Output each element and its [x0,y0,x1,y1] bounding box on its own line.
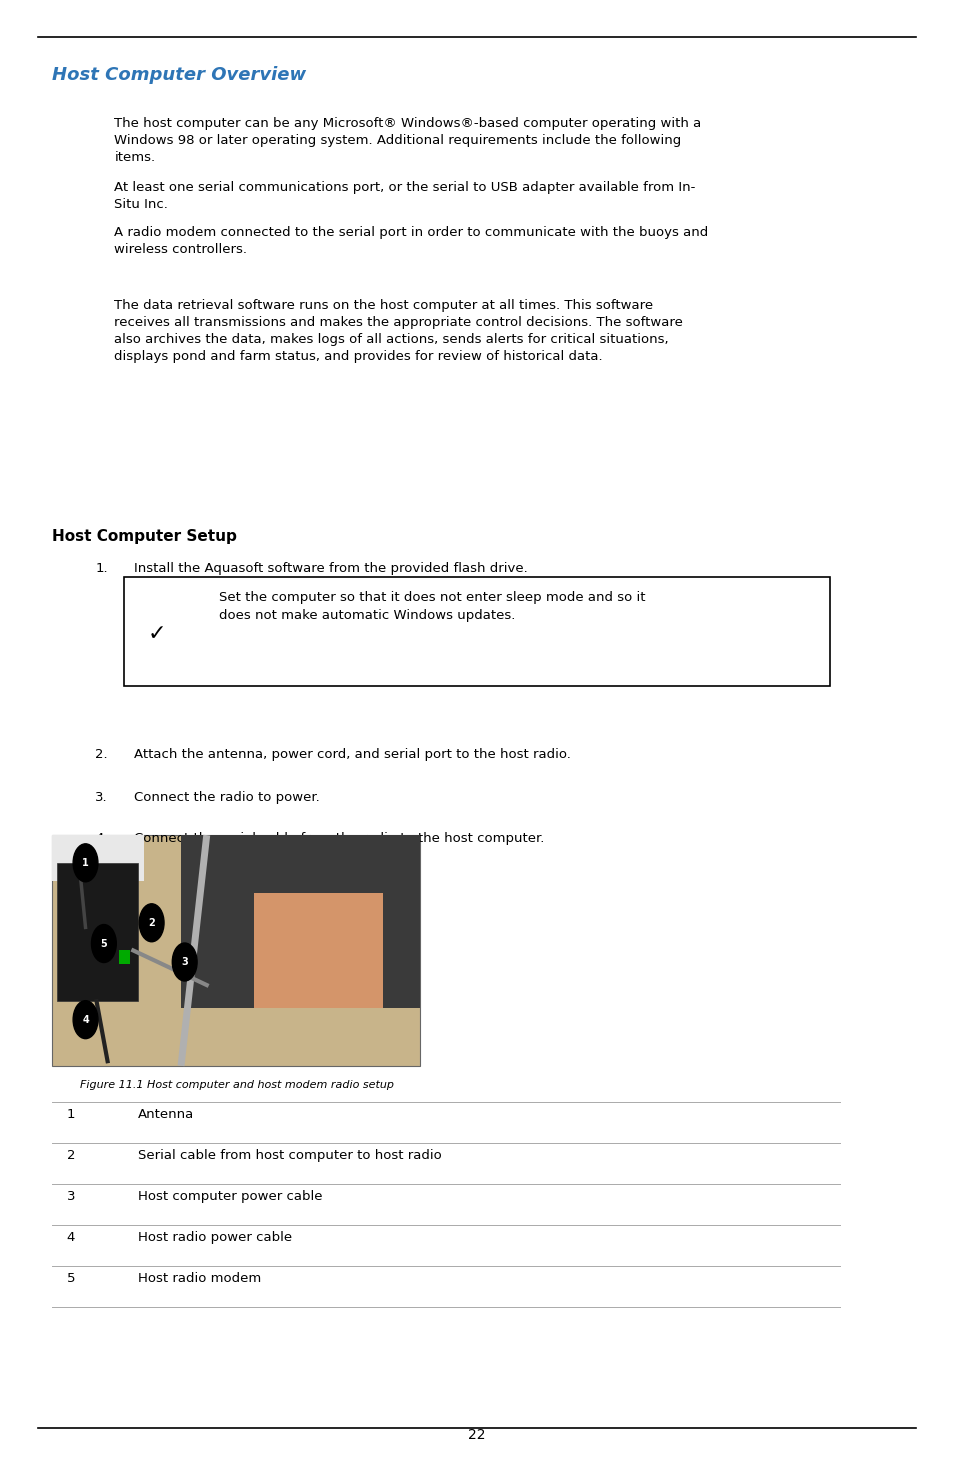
Text: Set the computer so that it does not enter sleep mode and so it
does not make au: Set the computer so that it does not ent… [219,591,645,622]
Text: 22: 22 [468,1428,485,1442]
Text: The data retrieval software runs on the host computer at all times. This softwar: The data retrieval software runs on the … [114,299,682,364]
Text: 2: 2 [67,1149,75,1162]
FancyBboxPatch shape [118,950,130,964]
Text: Host Computer Setup: Host Computer Setup [52,529,237,543]
Text: Connect the serial cable from the radio to the host computer.: Connect the serial cable from the radio … [133,832,543,845]
Text: 3: 3 [67,1190,75,1203]
Text: A radio modem connected to the serial port in order to communicate with the buoy: A radio modem connected to the serial po… [114,226,708,257]
Text: 1: 1 [67,1108,75,1121]
Text: 1: 1 [82,858,89,867]
Text: ✓: ✓ [148,623,167,644]
Text: Attach the antenna, power cord, and serial port to the host radio.: Attach the antenna, power cord, and seri… [133,748,570,761]
FancyBboxPatch shape [57,863,138,1002]
Text: At least one serial communications port, or the serial to USB adapter available : At least one serial communications port,… [114,181,695,212]
Circle shape [73,844,98,882]
Text: Host computer power cable: Host computer power cable [138,1190,322,1203]
Text: 1.: 1. [95,562,108,575]
Text: Serial cable from host computer to host radio: Serial cable from host computer to host … [138,1149,441,1162]
FancyBboxPatch shape [52,835,419,1066]
Text: 3: 3 [181,956,188,967]
Text: Antenna: Antenna [138,1108,194,1121]
Text: The host computer can be any Microsoft® Windows®-based computer operating with a: The host computer can be any Microsoft® … [114,117,701,164]
Text: 4: 4 [67,1231,75,1244]
Text: 2.: 2. [95,748,108,761]
Text: Install the Aquasoft software from the provided flash drive.: Install the Aquasoft software from the p… [133,562,527,575]
Text: Host radio modem: Host radio modem [138,1272,261,1285]
Circle shape [73,1000,98,1038]
Text: Host Computer Overview: Host Computer Overview [52,66,306,83]
Text: 4.: 4. [95,832,108,845]
Text: 2: 2 [148,918,154,927]
FancyBboxPatch shape [181,835,419,1007]
Text: 4: 4 [82,1015,89,1025]
Text: Connect the radio to power.: Connect the radio to power. [133,791,319,804]
Circle shape [139,904,164,942]
Text: 5: 5 [67,1272,75,1285]
Text: Host radio power cable: Host radio power cable [138,1231,293,1244]
FancyBboxPatch shape [52,835,144,882]
Circle shape [91,924,116,962]
Text: 3.: 3. [95,791,108,804]
Circle shape [172,943,197,981]
Text: 5: 5 [100,939,107,949]
FancyBboxPatch shape [254,892,382,1007]
FancyBboxPatch shape [124,577,829,686]
Text: Figure 11.1 Host computer and host modem radio setup: Figure 11.1 Host computer and host modem… [79,1080,394,1091]
